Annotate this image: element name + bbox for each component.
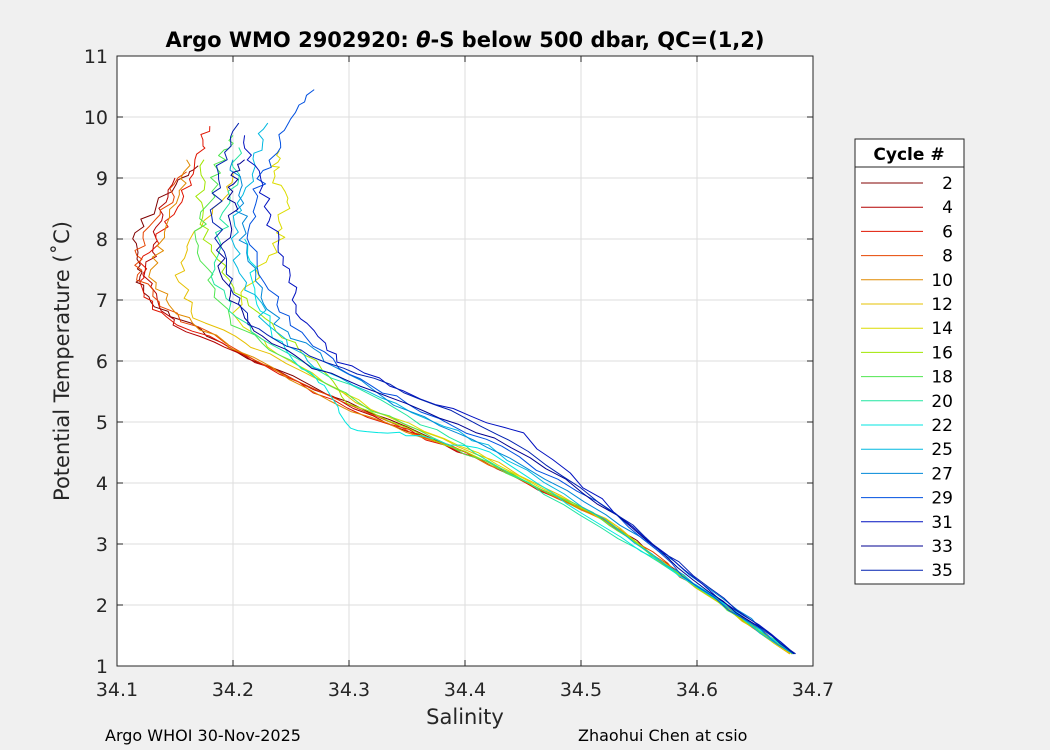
legend-label-cycle-16: 16 bbox=[931, 343, 953, 363]
x-tick-label: 34.2 bbox=[212, 679, 254, 701]
legend-entries: 2 4 6 8 10 12 14 16 18 20 22 25 27 29 31 33 35 bbox=[861, 174, 953, 581]
y-tick-label: 9 bbox=[96, 168, 108, 190]
series-line-cycle-20 bbox=[210, 147, 794, 655]
legend-title: Cycle # bbox=[873, 145, 944, 165]
series-line-cycle-6 bbox=[139, 126, 791, 655]
legend-box bbox=[854, 138, 965, 585]
legend-label-cycle-4: 4 bbox=[942, 198, 953, 218]
y-ticks: 1 2 3 4 5 6 7 8 9 10 11 bbox=[84, 46, 813, 678]
legend-label-cycle-6: 6 bbox=[942, 222, 953, 242]
x-tick-label: 34.1 bbox=[96, 679, 138, 701]
legend-label-cycle-25: 25 bbox=[931, 440, 953, 460]
legend: Cycle # 2 4 6 8 10 12 14 16 18 20 22 25 27 29 31 33 35 bbox=[854, 138, 965, 585]
x-tick-label: 34.4 bbox=[444, 679, 486, 701]
footer-left: Argo WHOI 30-Nov-2025 bbox=[105, 726, 301, 745]
series-line-cycle-25 bbox=[230, 122, 794, 655]
y-tick-label: 2 bbox=[96, 595, 108, 617]
series-line-cycle-18 bbox=[194, 134, 794, 655]
x-tick-label: 34.6 bbox=[676, 679, 718, 701]
y-tick-label: 6 bbox=[96, 351, 108, 373]
y-tick-label: 1 bbox=[96, 656, 108, 678]
series-line-cycle-22 bbox=[244, 238, 795, 655]
y-tick-label: 4 bbox=[96, 473, 108, 495]
legend-label-cycle-8: 8 bbox=[942, 247, 953, 267]
y-tick-label: 10 bbox=[84, 107, 108, 129]
legend-label-cycle-27: 27 bbox=[931, 464, 953, 484]
legend-label-cycle-33: 33 bbox=[931, 537, 953, 557]
footer-right: Zhaohui Chen at csio bbox=[578, 726, 747, 745]
y-tick-label: 8 bbox=[96, 229, 108, 251]
y-tick-label: 3 bbox=[96, 534, 108, 556]
legend-label-cycle-31: 31 bbox=[931, 513, 953, 533]
series-line-cycle-35 bbox=[209, 122, 796, 655]
legend-label-cycle-18: 18 bbox=[931, 368, 953, 388]
legend-label-cycle-22: 22 bbox=[931, 416, 953, 436]
legend-label-cycle-35: 35 bbox=[931, 561, 953, 581]
y-tick-label: 7 bbox=[96, 290, 108, 312]
y-axis-label: Potential Temperature (˚C) bbox=[50, 221, 74, 501]
x-tick-label: 34.3 bbox=[328, 679, 370, 701]
legend-label-cycle-2: 2 bbox=[942, 174, 953, 194]
y-tick-label: 11 bbox=[84, 46, 108, 68]
series-line-cycle-16 bbox=[195, 159, 793, 655]
x-ticks: 34.1 34.2 34.3 34.4 34.5 34.6 34.7 bbox=[96, 56, 834, 701]
series-line-cycle-33 bbox=[216, 159, 795, 655]
legend-label-cycle-10: 10 bbox=[931, 271, 953, 291]
y-tick-label: 5 bbox=[96, 412, 108, 434]
x-axis-label: Salinity bbox=[426, 705, 504, 729]
legend-label-cycle-29: 29 bbox=[931, 489, 953, 509]
legend-label-cycle-20: 20 bbox=[931, 392, 953, 412]
x-tick-label: 34.7 bbox=[792, 679, 834, 701]
series-layer bbox=[132, 89, 796, 655]
chart-title: Argo WMO 2902920: θ-S below 500 dbar, QC… bbox=[165, 28, 764, 52]
series-line-cycle-31 bbox=[243, 135, 795, 655]
x-tick-label: 34.5 bbox=[560, 679, 602, 701]
legend-label-cycle-14: 14 bbox=[931, 319, 953, 339]
legend-label-cycle-12: 12 bbox=[931, 295, 953, 315]
